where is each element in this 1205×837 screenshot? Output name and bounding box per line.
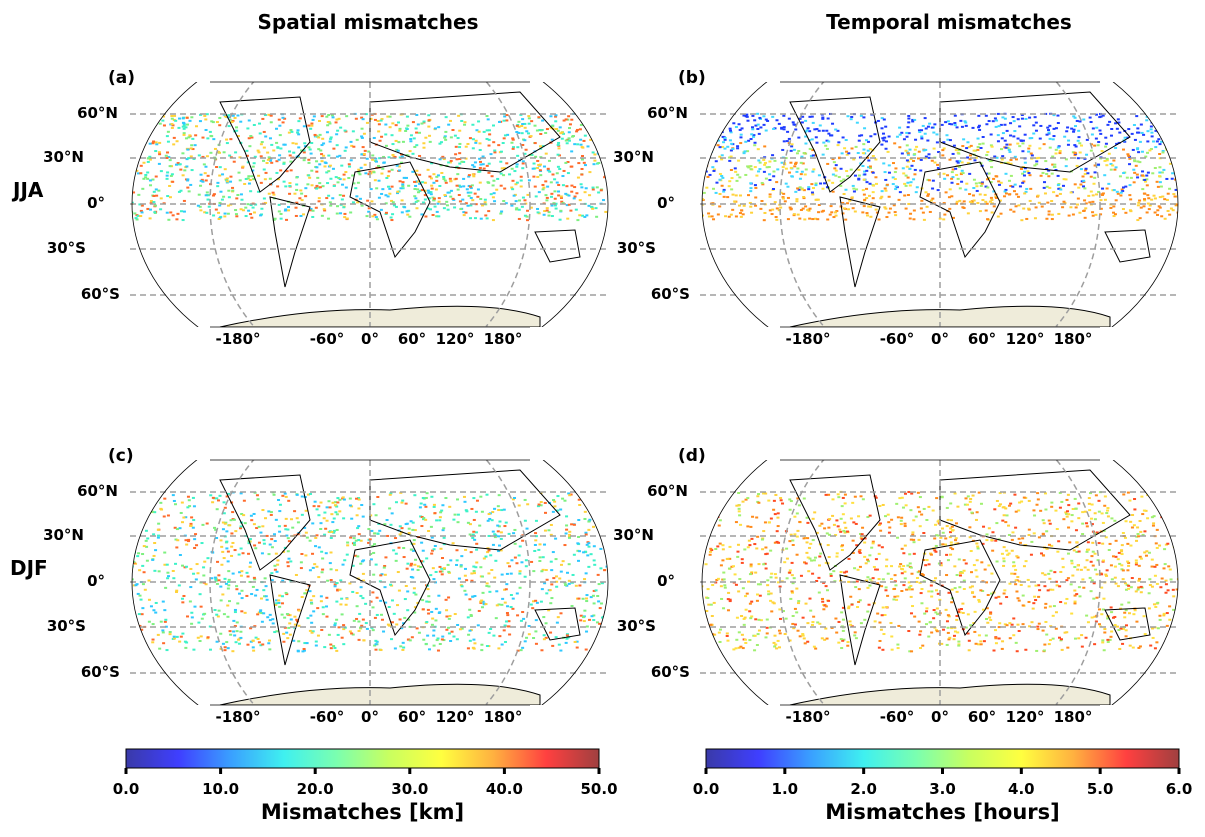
colorbar-tick-label: 5.0: [1086, 780, 1114, 798]
longitude-label: 60°: [397, 708, 427, 726]
colorbar-tick-label: 40.0: [485, 780, 523, 798]
colorbar-tick-label: 30.0: [391, 780, 429, 798]
mismatch-scatter: [702, 490, 1178, 653]
colorbar-tick-label: 20.0: [296, 780, 334, 798]
colorbar-tick-label: 0.0: [112, 780, 140, 798]
longitude-label: 60°: [967, 708, 997, 726]
longitude-label: 0°: [361, 708, 379, 726]
colorbar-tick-label: 50.0: [580, 780, 618, 798]
colorbar-hours: [704, 748, 1181, 774]
colorbar-tick-label: 1.0: [771, 780, 799, 798]
latitude-label: 0°: [657, 194, 675, 212]
longitude-label: 0°: [931, 708, 949, 726]
longitude-label: -60°: [879, 708, 915, 726]
latitude-label: 60°S: [80, 663, 120, 681]
colorbar-gradient: [705, 748, 1180, 769]
row-label-djf: DJF: [10, 556, 48, 580]
longitude-label: -60°: [309, 330, 345, 348]
latitude-label: 60°N: [77, 482, 118, 500]
latitude-label: 60°S: [650, 285, 690, 303]
longitude-label: 120°: [1005, 708, 1045, 726]
longitude-label: -180°: [215, 330, 261, 348]
longitude-label: 60°: [967, 330, 997, 348]
antarctica-landmass: [789, 305, 1111, 327]
panel-label: (c): [108, 446, 134, 466]
longitude-label: 180°: [483, 330, 523, 348]
longitude-label: 120°: [1005, 330, 1045, 348]
latitude-label: 30°N: [43, 526, 84, 544]
panel-label: (b): [678, 68, 706, 88]
colorbar-tick-label: 0.0: [692, 780, 720, 798]
latitude-label: 0°: [87, 572, 105, 590]
colorbar-tick-label: 2.0: [850, 780, 877, 798]
longitude-label: 0°: [931, 330, 949, 348]
coastlines: [219, 469, 581, 666]
longitude-label: -180°: [785, 330, 831, 348]
colorbar-km: [124, 748, 601, 774]
latitude-label: 60°S: [650, 663, 690, 681]
latitude-label: 30°N: [613, 148, 654, 166]
latitude-label: 60°S: [80, 285, 120, 303]
longitude-label: -60°: [309, 708, 345, 726]
antarctica-landmass: [789, 683, 1111, 705]
latitude-label: 30°S: [46, 239, 86, 257]
panel-label: (a): [108, 68, 136, 88]
longitude-label: 120°: [435, 330, 475, 348]
latitude-label: 30°N: [613, 526, 654, 544]
colorbar-tick-label: 6.0: [1165, 780, 1193, 798]
latitude-label: 30°N: [43, 148, 84, 166]
colorbar-tick-label: 10.0: [202, 780, 240, 798]
antarctica-landmass: [219, 683, 541, 705]
latitude-label: 60°N: [647, 104, 688, 122]
longitude-label: 60°: [397, 330, 427, 348]
longitude-label: -180°: [785, 708, 831, 726]
latitude-label: 30°S: [46, 617, 86, 635]
longitude-label: 180°: [483, 708, 523, 726]
map-panel-d: [700, 459, 1180, 706]
coastlines: [789, 469, 1151, 666]
graticule: [130, 460, 610, 705]
colorbar-tick-label: 4.0: [1008, 780, 1035, 798]
column-title-temporal: Temporal mismatches: [826, 10, 1072, 34]
map-panel-b: [700, 81, 1180, 328]
antarctica-landmass: [219, 305, 541, 327]
latitude-label: 0°: [657, 572, 675, 590]
panel-label: (d): [678, 446, 706, 466]
latitude-label: 30°S: [616, 617, 656, 635]
longitude-label: -180°: [215, 708, 261, 726]
latitude-label: 0°: [87, 194, 105, 212]
coastlines: [789, 91, 1151, 288]
graticule: [700, 460, 1180, 705]
coastlines: [219, 91, 581, 288]
map-panel-a: [130, 81, 610, 328]
graticule: [130, 82, 610, 327]
latitude-label: 60°N: [77, 104, 118, 122]
longitude-label: 180°: [1053, 330, 1093, 348]
colorbar-gradient: [125, 748, 600, 769]
column-title-spatial: Spatial mismatches: [257, 10, 479, 34]
colorbar-label: Mismatches [km]: [260, 800, 465, 824]
graticule: [700, 82, 1180, 327]
colorbar-tick-label: 3.0: [929, 780, 956, 798]
latitude-label: 30°S: [616, 239, 656, 257]
longitude-label: -60°: [879, 330, 915, 348]
longitude-label: 120°: [435, 708, 475, 726]
longitude-label: 0°: [361, 330, 379, 348]
mismatch-scatter: [132, 112, 608, 222]
row-label-jja: JJA: [13, 178, 44, 202]
colorbar-label: Mismatches [hours]: [825, 800, 1060, 824]
longitude-label: 180°: [1053, 708, 1093, 726]
map-panel-c: [130, 459, 610, 706]
latitude-label: 60°N: [647, 482, 688, 500]
